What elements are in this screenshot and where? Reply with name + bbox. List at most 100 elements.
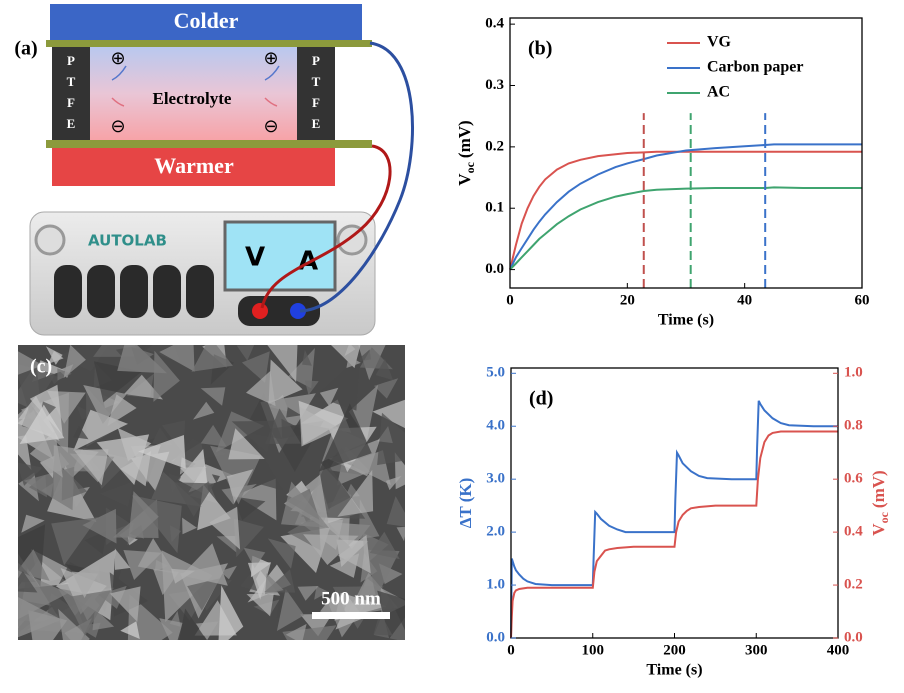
sem-texture — [18, 345, 405, 640]
series-line — [510, 400, 838, 639]
flake — [187, 578, 221, 611]
y-tick-label: 0.2 — [844, 576, 863, 592]
flake — [83, 385, 127, 424]
flake — [300, 613, 333, 637]
flake — [228, 428, 265, 460]
flake — [246, 593, 274, 617]
flake — [18, 435, 32, 471]
flake — [200, 387, 226, 406]
red-jack — [252, 303, 268, 319]
flake — [19, 404, 65, 444]
flake — [377, 590, 405, 639]
flake — [346, 356, 361, 368]
flake — [372, 399, 405, 429]
ion-arrow — [264, 97, 278, 107]
flake — [181, 543, 228, 586]
top-electrode — [46, 40, 372, 47]
x-tick-label: 20 — [620, 292, 635, 308]
flake — [267, 538, 296, 569]
y-tick-label: 0.6 — [844, 471, 863, 487]
flake — [211, 474, 220, 483]
y-tick-label: 0.8 — [844, 418, 863, 434]
flake — [109, 586, 141, 622]
ion-arrow — [264, 65, 280, 81]
minus-icon: ⊖ — [110, 116, 125, 136]
flake — [297, 586, 319, 601]
flake — [153, 350, 180, 402]
axis-title: Voc (mV) — [869, 470, 891, 535]
axis-title-main: V — [455, 173, 474, 186]
flake — [65, 590, 112, 637]
flake — [246, 370, 276, 407]
y-tick-label: 0.3 — [485, 77, 504, 93]
flake — [318, 403, 372, 472]
flake — [124, 374, 163, 400]
chart: 0 20 40 60 0.0 0.1 0.2 0.3 0.4 Time (s) (b) VG Carbo… — [485, 16, 869, 329]
flake — [18, 462, 43, 486]
flake — [369, 531, 400, 560]
y-tick-label: 2.0 — [486, 524, 505, 540]
ptfe-letter: F — [312, 95, 320, 110]
flake — [48, 350, 64, 364]
flake — [243, 547, 266, 569]
flake — [265, 573, 284, 595]
axis-title: ΔT (K) — [456, 478, 475, 529]
legend-label: VG — [707, 34, 732, 51]
flake — [179, 466, 207, 482]
flake — [236, 345, 255, 361]
flake — [348, 384, 379, 440]
axis-title-sub: oc — [463, 161, 477, 173]
x-tick-label: 0 — [506, 292, 514, 308]
flake — [73, 425, 89, 440]
plus-icon: ⊕ — [263, 48, 278, 68]
x-tick-label: 100 — [582, 642, 605, 658]
flake — [117, 428, 152, 462]
series-line — [509, 186, 862, 271]
knob — [336, 224, 368, 256]
legend-label: Carbon paper — [707, 59, 803, 76]
flake — [267, 345, 298, 383]
flake — [159, 345, 195, 372]
flake — [63, 345, 86, 379]
flake — [114, 548, 131, 570]
flake — [58, 608, 90, 640]
plus-icon: ⊕ — [110, 48, 125, 68]
flake — [386, 496, 405, 527]
y-tick-label: 1.0 — [486, 576, 505, 592]
electrolyte-label: Electrolyte — [153, 89, 232, 108]
y-tick-label: 0.0 — [485, 261, 504, 277]
flake — [396, 526, 405, 542]
flake — [285, 623, 307, 640]
flake — [319, 387, 339, 407]
ptfe-letter: T — [67, 74, 76, 89]
flake — [179, 608, 207, 640]
flake — [232, 496, 266, 521]
flake — [18, 571, 38, 593]
scale-label: 500 nm — [321, 588, 381, 609]
flake — [159, 618, 183, 640]
flake — [131, 347, 154, 365]
flake — [209, 506, 241, 550]
device-label: AUTOLAB — [88, 232, 167, 250]
ptfe-letter: F — [67, 95, 75, 110]
axis-title-main: V — [869, 523, 888, 536]
plot-frame — [509, 17, 863, 289]
y-tick-label: 0.4 — [844, 524, 863, 540]
axis-title-unit: (mV) — [869, 470, 888, 508]
flake — [385, 475, 402, 491]
flake — [268, 359, 303, 404]
volt-label: V — [245, 243, 265, 273]
flake — [120, 451, 152, 487]
ptfe-right — [297, 47, 335, 140]
panel-label: (d) — [529, 388, 553, 410]
y-tick-label: 0.1 — [485, 200, 504, 216]
blue-jack — [290, 303, 306, 319]
ptfe-letter: E — [67, 116, 76, 131]
flake — [129, 525, 144, 539]
axis-title-sub: oc — [877, 511, 891, 523]
flake — [51, 517, 99, 566]
flake — [92, 608, 115, 631]
axis-title-unit: (mV) — [455, 120, 474, 158]
flake — [233, 518, 264, 558]
